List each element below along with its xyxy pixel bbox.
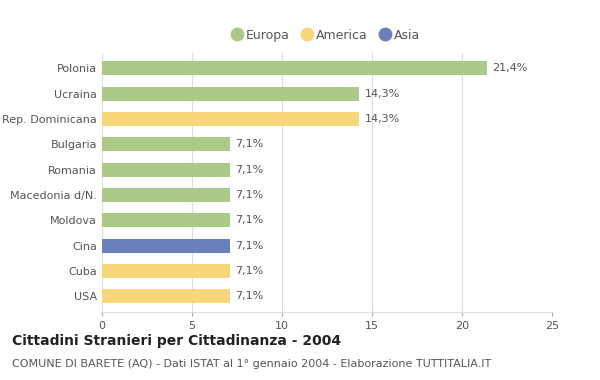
Text: 7,1%: 7,1% xyxy=(235,165,263,175)
Text: 7,1%: 7,1% xyxy=(235,241,263,251)
Text: 14,3%: 14,3% xyxy=(365,89,400,99)
Text: 7,1%: 7,1% xyxy=(235,266,263,276)
Bar xyxy=(102,290,230,303)
Bar xyxy=(102,138,230,151)
Text: 7,1%: 7,1% xyxy=(235,190,263,200)
Bar xyxy=(102,188,230,202)
Legend: Europa, America, Asia: Europa, America, Asia xyxy=(234,29,420,42)
Text: 7,1%: 7,1% xyxy=(235,291,263,301)
Text: COMUNE DI BARETE (AQ) - Dati ISTAT al 1° gennaio 2004 - Elaborazione TUTTITALIA.: COMUNE DI BARETE (AQ) - Dati ISTAT al 1°… xyxy=(12,359,491,369)
Bar xyxy=(102,239,230,253)
Bar xyxy=(102,112,359,126)
Text: Cittadini Stranieri per Cittadinanza - 2004: Cittadini Stranieri per Cittadinanza - 2… xyxy=(12,334,341,348)
Bar xyxy=(102,214,230,227)
Bar xyxy=(102,163,230,177)
Text: 7,1%: 7,1% xyxy=(235,139,263,149)
Bar xyxy=(102,264,230,278)
Text: 21,4%: 21,4% xyxy=(493,63,528,73)
Bar xyxy=(102,62,487,75)
Text: 7,1%: 7,1% xyxy=(235,215,263,225)
Text: 14,3%: 14,3% xyxy=(365,114,400,124)
Bar xyxy=(102,87,359,101)
